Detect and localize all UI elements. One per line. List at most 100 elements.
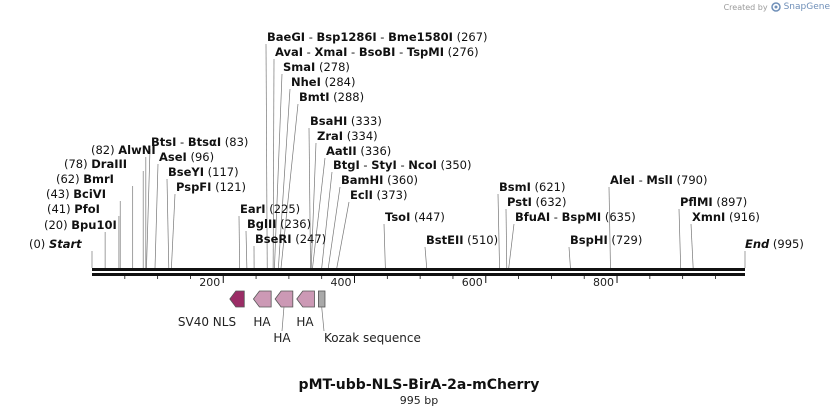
- sequence-map: 200 400 600 800 (20) Bpu10I (41) PfoI(43) Bc…: [29, 30, 804, 345]
- feature-box: [318, 290, 326, 308]
- site-position: (225): [266, 202, 301, 216]
- site-position: (247): [292, 232, 327, 246]
- site-position: (267): [453, 30, 488, 44]
- site-leader: [678, 208, 682, 269]
- site-position: (897): [713, 195, 748, 209]
- site-labels: (20) Bpu10I (41) PfoI(43) BciVI(62) BmrI (…: [29, 30, 804, 251]
- site-name: BmrI: [83, 172, 114, 186]
- site-label: BsaHI (333): [310, 114, 382, 128]
- site-leader: [568, 246, 571, 269]
- site-position: (916): [725, 210, 760, 224]
- site-name: XmnI: [692, 210, 725, 224]
- site-name: BseYI: [168, 165, 204, 179]
- site-position: (447): [410, 210, 445, 224]
- plasmid-title-block: pMT-ubb-NLS-BirA-2a-mCherry 995 bp: [0, 377, 838, 407]
- site-position: (43): [46, 187, 73, 201]
- site-leader: [321, 171, 333, 269]
- watermark-brand: SnapGene: [783, 2, 830, 12]
- site-name: PfoI: [74, 202, 100, 216]
- site-name: NheI: [291, 75, 321, 89]
- feature-label: HA: [253, 315, 271, 329]
- site-name: BsmI: [499, 180, 531, 194]
- site-separator: -: [347, 45, 358, 59]
- site-leader: [508, 223, 515, 269]
- site-leader: [245, 230, 248, 269]
- site-label: BsmI (621): [499, 180, 565, 194]
- site-name: EarI: [240, 202, 266, 216]
- feature-arrow: [252, 290, 272, 308]
- site-name: BseRI: [255, 232, 292, 246]
- site-label: BseYI (117): [168, 165, 239, 179]
- feature-label: HA: [296, 315, 314, 329]
- start-name: Start: [49, 237, 82, 251]
- site-position: (96): [187, 150, 214, 164]
- sequence-backbone: [92, 268, 745, 276]
- feature-leader: [281, 306, 285, 332]
- site-position: (288): [330, 90, 365, 104]
- site-name: BtsI: [151, 135, 176, 149]
- site-separator: -: [397, 158, 408, 172]
- site-separator: -: [303, 45, 314, 59]
- site-separator: -: [395, 45, 406, 59]
- site-separator: -: [305, 30, 316, 44]
- site-label: NheI (284): [291, 75, 355, 89]
- site-leader: [336, 201, 350, 269]
- site-separator: -: [360, 158, 371, 172]
- site-position: (510): [464, 233, 499, 247]
- site-label: BspHI (729): [570, 233, 642, 247]
- site-position: (360): [383, 173, 418, 187]
- site-position: (632): [532, 195, 567, 209]
- site-name: BamHI: [341, 173, 383, 187]
- site-name: ZraI: [317, 129, 343, 143]
- start-position: (0): [29, 237, 49, 251]
- site-position: (621): [531, 180, 566, 194]
- site-leader: [278, 88, 291, 269]
- site-name: BaeGI: [267, 30, 305, 44]
- site-name: BfuAI: [515, 210, 550, 224]
- snapgene-watermark: Created by SnapGene: [724, 2, 830, 12]
- site-leader: [272, 58, 275, 269]
- site-leader-lines: [91, 43, 746, 269]
- feature-leader: [321, 306, 325, 332]
- feature-arrow: [274, 290, 294, 308]
- site-label: AatII (336): [326, 144, 391, 158]
- site-label: BglII (236): [247, 217, 311, 231]
- site-name: AlwNI: [118, 143, 155, 157]
- snapgene-logo-icon: [770, 2, 781, 12]
- site-leader: [238, 215, 241, 269]
- site-position: (20): [44, 218, 71, 232]
- site-name: NcoI: [408, 158, 437, 172]
- site-label: EclI (373): [350, 188, 408, 202]
- site-label: BseRI (247): [255, 232, 326, 246]
- site-position: (62): [56, 172, 83, 186]
- site-position: (82): [91, 143, 118, 157]
- ruler-tick-label: 800: [593, 276, 614, 289]
- site-name: StyI: [371, 158, 397, 172]
- ruler-tick-label: 400: [331, 276, 352, 289]
- site-label: BmtI (288): [299, 90, 364, 104]
- site-label: BstEII (510): [426, 233, 498, 247]
- site-label: XmnI (916): [692, 210, 760, 224]
- site-name: PstI: [507, 195, 532, 209]
- feature-arrow: [229, 290, 245, 308]
- site-position: (373): [373, 188, 408, 202]
- site-position: (336): [357, 144, 392, 158]
- site-name: MslI: [646, 173, 673, 187]
- end-name: End: [745, 237, 770, 251]
- site-label: (41) PfoI: [47, 202, 100, 216]
- site-name: Bme1580I: [388, 30, 453, 44]
- site-leader: [265, 43, 268, 269]
- site-name: AvaI: [275, 45, 303, 59]
- site-name: BtsαI: [188, 135, 221, 149]
- site-name: EclI: [350, 188, 373, 202]
- site-name: AleI: [610, 173, 635, 187]
- site-name: Bpu10I: [71, 218, 116, 232]
- start-label: (0) Start: [29, 237, 82, 251]
- site-label: (43) BciVI: [46, 187, 106, 201]
- site-name: XmaI: [315, 45, 348, 59]
- site-position: (41): [47, 202, 74, 216]
- site-name: AatII: [326, 144, 357, 158]
- site-name: TsoI: [385, 210, 410, 224]
- site-separator: -: [550, 210, 561, 224]
